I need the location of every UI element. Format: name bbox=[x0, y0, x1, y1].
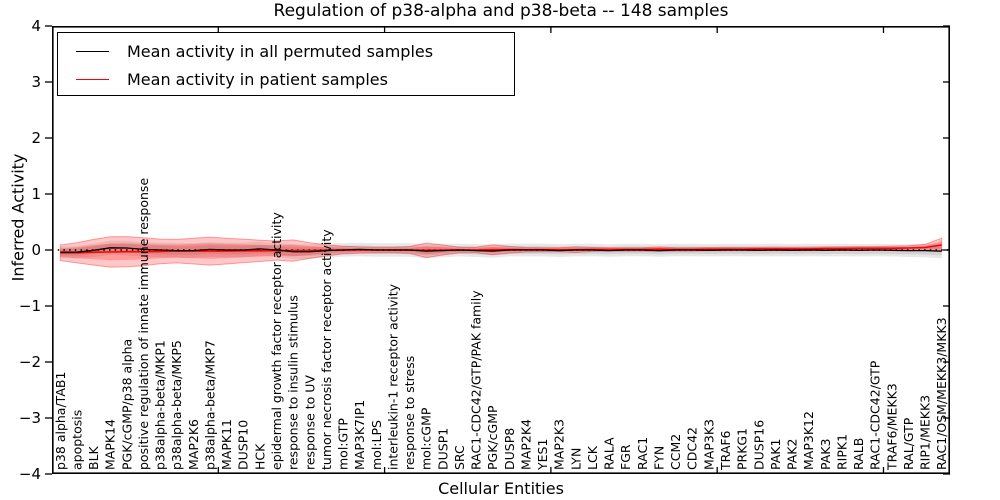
patient-std-band-outer bbox=[59, 236, 943, 268]
legend-item-patient: Mean activity in patient samples bbox=[58, 65, 514, 93]
legend-item-permuted: Mean activity in all permuted samples bbox=[58, 37, 514, 65]
x-category-label: tumor necrosis factor receptor activity bbox=[319, 229, 334, 470]
x-category-label: p38 alpha/TAB1 bbox=[53, 372, 68, 470]
x-category-label: CCM2 bbox=[668, 434, 683, 470]
x-category-label: DUSP8 bbox=[502, 428, 517, 470]
x-category-label: CDC42 bbox=[685, 427, 700, 470]
x-category-label: apoptosis bbox=[69, 410, 84, 470]
x-category-label: RAC1-CDC42/GTP bbox=[868, 360, 883, 470]
permuted-mean-line bbox=[60, 247, 942, 253]
y-tick-label: 2 bbox=[31, 129, 41, 147]
y-tick-label: −3 bbox=[19, 409, 41, 427]
x-category-label: PAK3 bbox=[818, 439, 833, 470]
x-category-label: p38alpha-beta/MKP7 bbox=[203, 340, 218, 470]
legend-label-patient: Mean activity in patient samples bbox=[127, 69, 388, 89]
x-category-label: mol:GTP bbox=[336, 418, 351, 470]
x-category-label: MAP2K4 bbox=[518, 419, 533, 470]
x-category-label: p38alpha-beta/MKP1 bbox=[153, 340, 168, 470]
x-category-label: response to insulin stimulus bbox=[286, 295, 301, 470]
x-category-label: epidermal growth factor receptor activit… bbox=[269, 212, 284, 470]
x-category-label: SRC bbox=[452, 445, 467, 470]
x-category-label: DUSP10 bbox=[236, 420, 251, 470]
x-category-label: MAP3K7IP1 bbox=[352, 400, 367, 470]
y-tick-label: −2 bbox=[19, 353, 41, 371]
x-category-label: mol:cGMP bbox=[419, 407, 434, 470]
x-axis-label: Cellular Entities bbox=[438, 479, 564, 498]
x-category-label: interleukin-1 receptor activity bbox=[385, 283, 400, 470]
x-category-label: RIP1/MEKK3 bbox=[918, 395, 933, 470]
x-category-label: RAC1-CDC42/GTP/PAK family bbox=[469, 290, 484, 470]
x-category-label: RALA bbox=[602, 437, 617, 470]
y-tick-label: 1 bbox=[31, 185, 41, 203]
x-category-label: p38alpha-beta/MKP5 bbox=[169, 340, 184, 470]
x-category-label: RAC1/OSM/MEKK3/MKK3 bbox=[934, 317, 949, 470]
x-category-label: LCK bbox=[585, 445, 600, 470]
permuted-line-sample-icon bbox=[76, 50, 109, 52]
y-tick-label: −1 bbox=[19, 297, 41, 315]
x-category-label: MAPK11 bbox=[219, 419, 234, 470]
x-category-label: response to stress bbox=[402, 356, 417, 470]
x-category-label: RAL/GTP bbox=[901, 417, 916, 470]
x-category-label: MAP2K3 bbox=[552, 419, 567, 470]
x-category-label: DUSP1 bbox=[435, 428, 450, 470]
x-category-label: LYN bbox=[568, 448, 583, 470]
x-category-label: PGK/cGMP bbox=[485, 405, 500, 470]
x-category-label: PAK1 bbox=[768, 439, 783, 470]
x-category-label: MAP2K6 bbox=[186, 419, 201, 470]
x-category-label: mol:LPS bbox=[369, 420, 384, 470]
y-tick-label: −4 bbox=[19, 465, 41, 483]
chart-title: Regulation of p38-alpha and p38-beta -- … bbox=[273, 1, 729, 21]
y-tick-label: 0 bbox=[31, 241, 41, 259]
y-tick-label: 4 bbox=[31, 17, 41, 35]
x-category-label: PAK2 bbox=[785, 439, 800, 470]
x-category-label: MAP3K12 bbox=[801, 411, 816, 470]
x-category-label: PRKG1 bbox=[735, 428, 750, 470]
legend: Mean activity in all permuted samples Me… bbox=[57, 32, 515, 96]
x-category-label: YES1 bbox=[535, 439, 550, 471]
x-category-label: HCK bbox=[252, 443, 267, 470]
legend-label-permuted: Mean activity in all permuted samples bbox=[127, 41, 434, 61]
x-category-label: TRAF6/MEKK3 bbox=[884, 383, 899, 471]
x-category-label: MAPK14 bbox=[103, 419, 118, 470]
x-category-label: MAP3K3 bbox=[701, 419, 716, 470]
x-category-label: FGR bbox=[618, 444, 633, 470]
x-category-label: RAC1 bbox=[635, 437, 650, 470]
patient-mean-line bbox=[60, 244, 942, 254]
x-category-label: DUSP16 bbox=[751, 420, 766, 470]
patient-line-sample-icon bbox=[76, 78, 109, 80]
x-category-label: TRAF6 bbox=[718, 430, 733, 471]
x-category-label: RALB bbox=[851, 438, 866, 470]
x-category-label: PGK/cGMP/p38 alpha bbox=[119, 339, 134, 470]
x-category-label: response to UV bbox=[302, 375, 317, 470]
x-category-label: RIPK1 bbox=[834, 434, 849, 470]
y-tick-label: 3 bbox=[31, 73, 41, 91]
x-category-label: BLK bbox=[86, 445, 101, 470]
x-category-label: positive regulation of innate immune res… bbox=[136, 178, 151, 470]
x-category-label: FYN bbox=[652, 446, 667, 470]
